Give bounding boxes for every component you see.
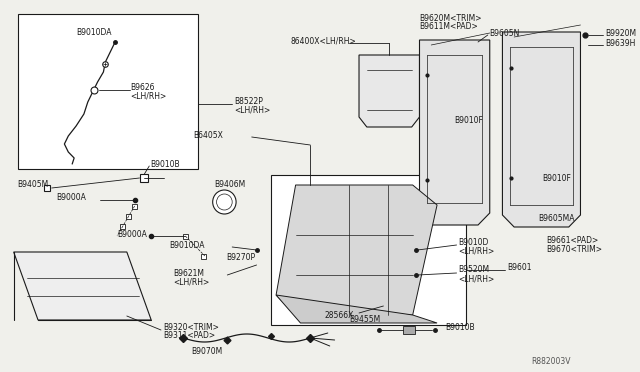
Text: <LH/RH>: <LH/RH> — [131, 92, 167, 100]
Text: <LH/RH>: <LH/RH> — [173, 278, 210, 286]
Text: 28566X: 28566X — [325, 311, 355, 320]
Text: B9605N: B9605N — [490, 29, 520, 38]
Text: B9320<TRIM>: B9320<TRIM> — [163, 323, 219, 331]
Text: B9621M: B9621M — [173, 269, 205, 278]
Bar — [132, 203, 137, 208]
Text: B9405M: B9405M — [17, 180, 49, 189]
Text: B9406M: B9406M — [214, 180, 246, 189]
Bar — [141, 174, 148, 182]
Text: B9010D: B9010D — [458, 237, 489, 247]
Polygon shape — [502, 32, 580, 227]
Text: B9010DA: B9010DA — [76, 28, 111, 36]
Text: B9626: B9626 — [131, 83, 156, 92]
Bar — [383, 300, 401, 312]
Text: B9311<PAD>: B9311<PAD> — [163, 331, 215, 340]
Text: B9010DA: B9010DA — [169, 241, 204, 250]
Text: B9000A: B9000A — [117, 230, 147, 238]
Polygon shape — [13, 252, 151, 320]
Text: B9601: B9601 — [508, 263, 532, 273]
Bar — [403, 326, 415, 334]
Text: <LH/RH>: <LH/RH> — [234, 106, 270, 115]
Text: R882003V: R882003V — [532, 357, 571, 366]
Bar — [201, 254, 206, 259]
Text: B9920M: B9920M — [605, 29, 636, 38]
Text: B8522P: B8522P — [234, 96, 263, 106]
Text: B9611M<PAD>: B9611M<PAD> — [419, 22, 478, 31]
Text: B9639H: B9639H — [605, 38, 636, 48]
Text: B9605MA: B9605MA — [538, 214, 575, 222]
Text: 86400X<LH/RH>: 86400X<LH/RH> — [291, 36, 356, 45]
Text: B9000A: B9000A — [56, 192, 86, 202]
Bar — [126, 214, 131, 218]
Text: B9670<TRIM>: B9670<TRIM> — [547, 244, 602, 253]
Bar — [183, 234, 188, 238]
Polygon shape — [276, 295, 437, 323]
Text: B9010F: B9010F — [454, 115, 483, 125]
Text: B9520M: B9520M — [458, 266, 490, 275]
Text: B9661<PAD>: B9661<PAD> — [547, 235, 598, 244]
Text: <LH/RH>: <LH/RH> — [458, 247, 495, 256]
Text: B9070M: B9070M — [191, 347, 223, 356]
Polygon shape — [419, 40, 490, 225]
Text: B9620M<TRIM>: B9620M<TRIM> — [419, 13, 482, 22]
Text: <LH/RH>: <LH/RH> — [458, 275, 495, 283]
Bar — [17, 14, 198, 169]
Text: B6405X: B6405X — [193, 131, 223, 140]
Circle shape — [212, 190, 236, 214]
Text: B9455M: B9455M — [349, 315, 381, 324]
Circle shape — [216, 194, 232, 210]
Polygon shape — [276, 185, 437, 315]
Polygon shape — [359, 55, 419, 127]
Bar — [271, 175, 467, 325]
Bar — [120, 224, 125, 228]
Text: B9010B: B9010B — [150, 160, 180, 169]
Text: B9010F: B9010F — [543, 173, 572, 183]
Text: B9010B: B9010B — [445, 324, 474, 333]
Text: B9270P: B9270P — [227, 253, 255, 263]
